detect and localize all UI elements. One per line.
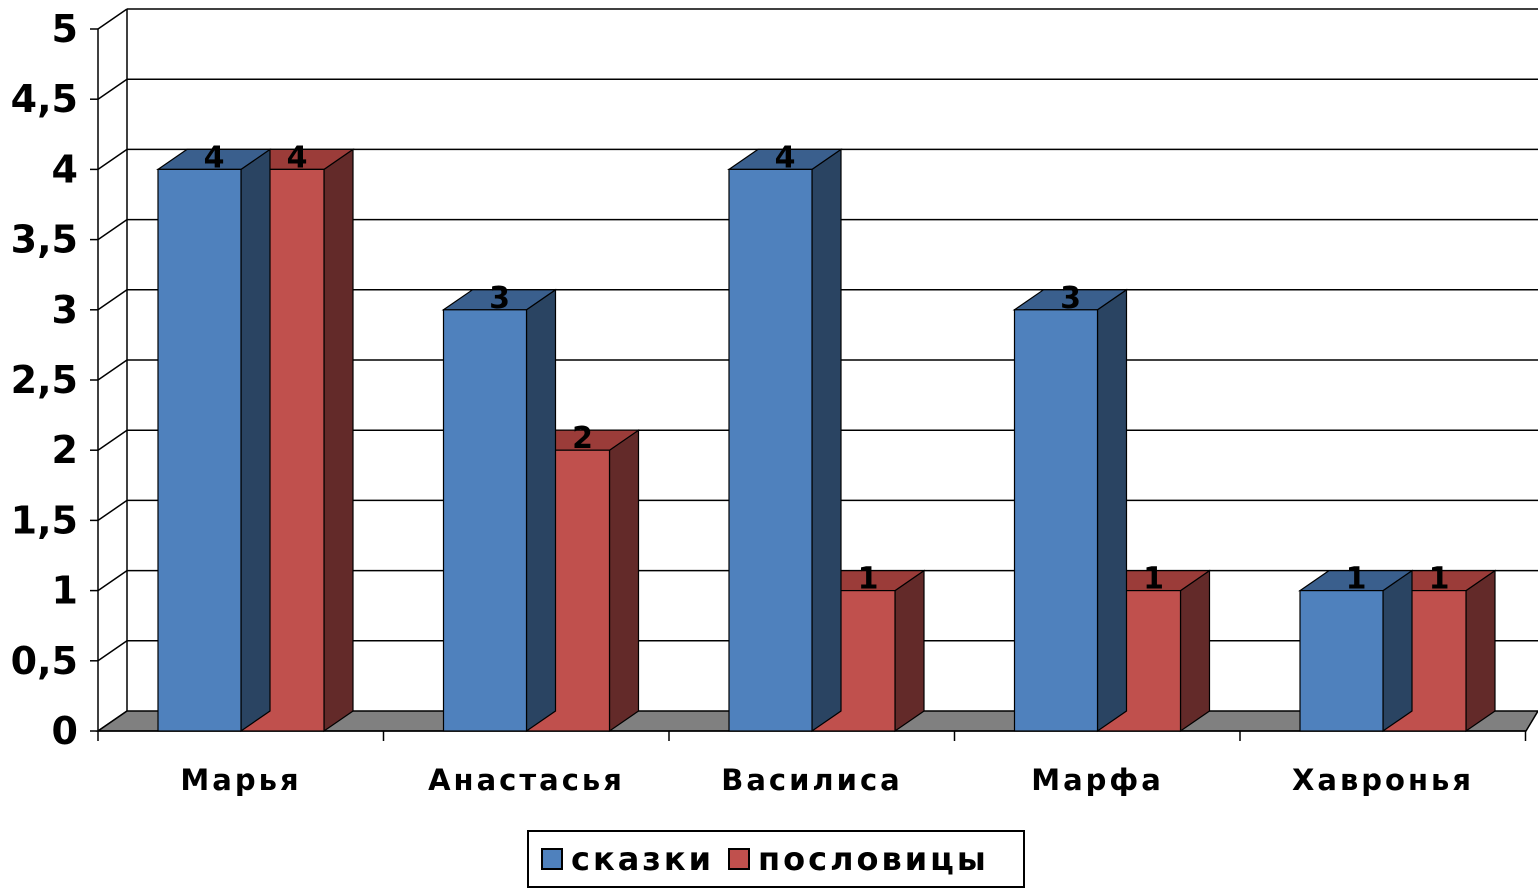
data-labels: 4 4 2 3 1 4 1 3 1 1 xyxy=(204,140,1450,596)
y-tick-label: 3,5 xyxy=(11,218,78,262)
legend-item-series-2: пословицы xyxy=(728,840,989,878)
data-label: 4 xyxy=(287,140,308,175)
bar-side xyxy=(525,288,557,733)
category-label: Марья xyxy=(180,763,301,797)
gridline-depth xyxy=(97,359,128,381)
bar-side xyxy=(240,148,271,733)
bar xyxy=(1013,309,1099,732)
data-label: 3 xyxy=(489,281,510,316)
y-tick-label: 0 xyxy=(52,709,78,753)
category-label: Василиса xyxy=(721,763,903,797)
data-label: 3 xyxy=(1060,281,1081,316)
gridline-depth xyxy=(97,78,128,100)
legend-label-series-2: пословицы xyxy=(758,840,989,878)
y-tick-label: 3 xyxy=(52,288,78,332)
gridline-depth xyxy=(97,8,128,30)
bar xyxy=(157,168,242,732)
bar-side xyxy=(323,148,354,733)
bar-side xyxy=(1096,288,1128,733)
legend-swatch-series-1 xyxy=(541,848,563,870)
category-labels: Марья Анастасья Василиса Марфа Хавронья xyxy=(180,763,1474,797)
data-label: 1 xyxy=(1346,562,1367,597)
bar-side xyxy=(1382,569,1413,733)
category-label: Анастасья xyxy=(428,763,625,797)
data-label: 4 xyxy=(775,140,796,175)
legend: сказки пословицы xyxy=(527,830,1025,888)
y-tick-label: 2 xyxy=(52,428,78,472)
data-label: 4 xyxy=(204,140,225,175)
data-label: 1 xyxy=(1143,562,1164,597)
y-tick-label: 2,5 xyxy=(11,358,78,402)
y-tick-labels: 0 0,5 1 1,5 2 2,5 3 3,5 4 4,5 5 xyxy=(11,7,78,753)
data-label: 1 xyxy=(858,562,879,597)
bar-side xyxy=(811,148,842,733)
gridline-depth xyxy=(97,569,128,592)
gridline-depth xyxy=(97,218,128,241)
bar-side xyxy=(1179,569,1211,733)
y-tick-label: 1 xyxy=(52,569,78,613)
y-tick-label: 5 xyxy=(52,7,78,51)
y-tick-label: 4,5 xyxy=(11,77,78,121)
gridline-depth xyxy=(97,429,128,451)
bar-side xyxy=(894,569,925,733)
category-label: Марфа xyxy=(1031,763,1164,797)
bar xyxy=(442,309,528,732)
gridline-depth xyxy=(97,499,128,522)
legend-swatch-series-2 xyxy=(728,848,751,870)
gridline-depth xyxy=(97,289,128,311)
gridline-depth xyxy=(97,640,128,662)
legend-label-series-1: сказки xyxy=(571,840,715,878)
y-tick-label: 1,5 xyxy=(11,498,78,542)
bar xyxy=(1299,589,1384,732)
gridline-depth xyxy=(97,148,128,171)
bars xyxy=(156,148,1497,733)
legend-item-series-1: сказки xyxy=(541,840,714,878)
data-label: 1 xyxy=(1429,562,1450,597)
category-label: Хавронья xyxy=(1292,763,1474,797)
y-tick-label: 4 xyxy=(52,147,78,191)
bar-side xyxy=(608,429,640,733)
data-label: 2 xyxy=(572,421,593,456)
y-tick-label: 0,5 xyxy=(11,639,78,683)
bar-side xyxy=(1465,569,1496,733)
bar xyxy=(728,168,813,732)
